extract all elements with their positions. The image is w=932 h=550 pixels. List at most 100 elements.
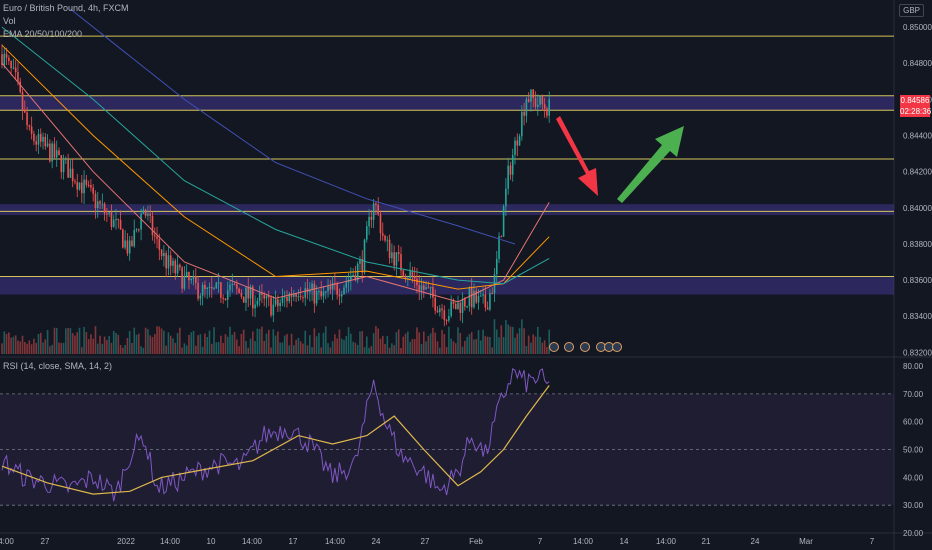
volume-bar [165,345,167,354]
volume-bar [226,336,229,354]
volume-bar [532,334,535,354]
volume-bar [409,341,411,354]
volume-bar [309,335,311,354]
volume-bar [83,327,85,354]
candle-body [274,299,277,305]
volume-bar [147,329,149,354]
volume-bar [468,334,471,354]
candle-body [176,264,179,274]
volume-bar [295,339,297,354]
candle-body [65,159,67,161]
volume-bar [247,347,250,354]
volume-bar [539,336,541,354]
candle-body [99,201,101,204]
candle-body [397,252,400,255]
candle-body [411,271,414,277]
candle-body [5,53,8,58]
volume-bar [46,329,49,354]
volume-bar [438,347,441,354]
volume-bar [418,332,421,354]
rsi-axis-label: 40.00 [903,473,924,482]
volume-bar [505,319,507,354]
candle-body [30,126,33,134]
volume-bar [432,327,434,354]
rsi-axis-label: 30.00 [903,501,924,510]
volume-bar [343,339,345,354]
candle-body [183,275,186,289]
candle-body [313,283,316,304]
candle-body [126,240,129,254]
candle-body [448,316,450,321]
volume-bar [347,327,350,354]
candle-body [443,310,446,320]
event-marker [549,342,559,352]
volume-bar [42,342,44,354]
candle-body [534,97,537,107]
volume-bar [464,340,466,354]
volume-bar [124,345,126,354]
candle-body [229,284,231,291]
supply-demand-zone [0,95,894,111]
volume-bar [546,346,548,354]
volume-bar [8,332,10,354]
volume-bar [21,335,24,354]
candle-body [112,219,115,227]
time-axis-label: 24 [751,537,760,546]
candle-body [384,235,386,241]
candle-body [293,293,295,297]
candle-body [436,310,439,313]
price-axis-label: 0.84200 [903,168,932,177]
time-axis-label: Mar [799,537,813,546]
candle-body [147,213,149,216]
volume-bar [199,334,202,354]
candle-body [53,143,56,158]
volume-bar [249,338,252,354]
candle-body [199,295,202,299]
candle-body [8,57,10,61]
volume-bar [443,334,446,354]
volume-bar [286,334,288,354]
candle-body [226,290,229,300]
candle-body [495,258,498,275]
time-axis-label: 10 [207,537,216,546]
candle-body [163,252,165,257]
candle-body [363,239,366,273]
candle-body [160,249,163,257]
price-axis-label: 0.83800 [903,240,932,249]
volume-bar [283,335,286,354]
candle-body [452,301,455,304]
volume-bar [101,343,104,354]
volume-bar [265,333,268,354]
volume-bar [466,336,468,354]
candle-body [288,293,291,302]
volume-bar [65,328,67,354]
currency-badge[interactable]: GBP [899,4,924,17]
candle-body [69,168,72,178]
candle-body [60,155,63,173]
candle-body [265,295,268,299]
candle-body [14,67,17,73]
volume-bar [222,343,224,354]
volume-bar [39,332,42,354]
time-axis-label: 14:00 [325,537,346,546]
volume-bar [525,345,528,354]
volume-bar [400,347,402,354]
candle-body [413,276,416,279]
volume-bar [281,342,284,354]
volume-bar [138,333,140,354]
candle-body [507,165,509,189]
volume-bar [441,329,443,354]
candle-body [258,292,261,301]
candle-body [548,99,550,116]
volume-bar [169,335,172,354]
event-marker [612,342,622,352]
volume-bar [263,340,265,354]
event-marker [564,342,574,352]
volume-bar [76,332,79,354]
candle-body [39,133,42,142]
volume-bar [85,331,88,354]
candle-body [96,201,99,209]
candle-body [153,235,156,237]
volume-bar [502,337,505,354]
